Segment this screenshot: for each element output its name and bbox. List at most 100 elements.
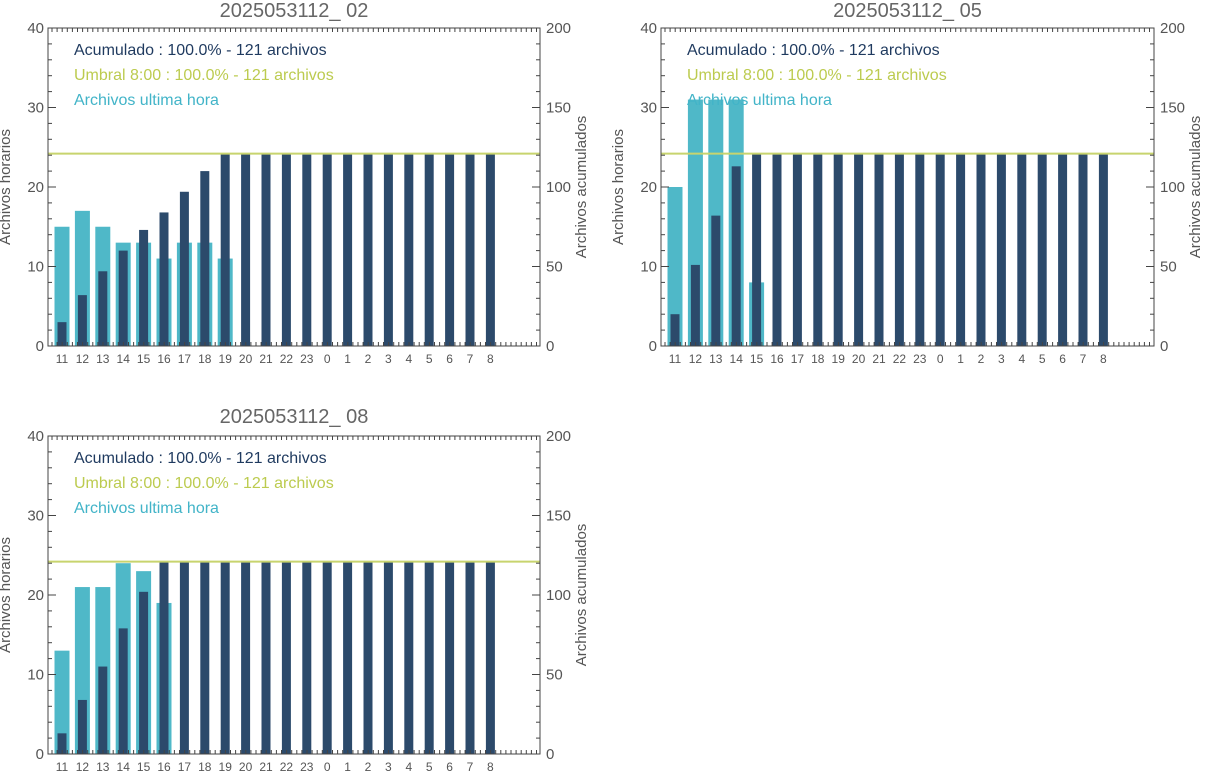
y-right-tick-label: 100 — [546, 587, 571, 604]
cumulative-bar — [281, 561, 291, 754]
x-tick-label: 7 — [467, 760, 474, 771]
cumulative-bar — [57, 322, 67, 346]
x-tick-label: 16 — [157, 352, 171, 366]
panel-title: 2025053112_ 02 — [220, 0, 369, 22]
cumulative-bar — [956, 153, 966, 346]
cumulative-bar — [445, 153, 455, 346]
legend-entry: Umbral 8:00 : 100.0% - 121 archivos — [74, 475, 334, 492]
legend-entry: Acumulado : 100.0% - 121 archivos — [74, 450, 327, 467]
y-right-tick-label: 200 — [546, 428, 571, 445]
x-tick-label: 21 — [259, 352, 273, 366]
x-tick-label: 6 — [446, 352, 453, 366]
x-tick-label: 22 — [280, 352, 294, 366]
x-tick-label: 4 — [405, 352, 412, 366]
y-left-tick-label: 40 — [27, 20, 44, 37]
legend-entry: Umbral 8:00 : 100.0% - 121 archivos — [687, 67, 947, 84]
x-tick-label: 5 — [426, 760, 433, 771]
x-tick-label: 22 — [280, 760, 294, 771]
cumulative-bar — [976, 153, 986, 346]
x-tick-label: 1 — [344, 352, 351, 366]
cumulative-bar — [1058, 153, 1068, 346]
x-tick-label: 3 — [385, 760, 392, 771]
cumulative-bar — [261, 561, 271, 754]
y-right-tick-label: 50 — [546, 259, 563, 276]
x-tick-label: 16 — [770, 352, 784, 366]
x-tick-label: 7 — [467, 352, 474, 366]
cumulative-bar — [996, 153, 1006, 346]
hourly-bar — [667, 187, 683, 346]
cumulative-bar — [690, 264, 700, 346]
panel-title: 2025053112_ 05 — [833, 0, 982, 22]
cumulative-bar — [200, 561, 210, 754]
legend-entry: Acumulado : 100.0% - 121 archivos — [687, 42, 940, 59]
x-tick-label: 11 — [669, 352, 682, 366]
cumulative-bar — [363, 561, 373, 754]
cumulative-bar — [139, 591, 149, 754]
x-tick-label: 0 — [937, 352, 944, 366]
hourly-bar — [54, 226, 70, 346]
x-tick-label: 15 — [137, 352, 151, 366]
cumulative-bar — [731, 166, 741, 346]
cumulative-bar — [792, 153, 802, 346]
x-tick-label: 18 — [811, 352, 825, 366]
cumulative-bar — [220, 153, 230, 346]
x-tick-label: 6 — [1059, 352, 1066, 366]
cumulative-bar — [485, 561, 495, 754]
x-tick-label: 17 — [178, 760, 192, 771]
x-tick-label: 15 — [137, 760, 151, 771]
cumulative-bar — [98, 271, 108, 346]
panel-title: 2025053112_ 08 — [220, 406, 369, 428]
x-tick-label: 6 — [446, 760, 453, 771]
x-tick-label: 13 — [96, 760, 110, 771]
x-tick-label: 23 — [913, 352, 927, 366]
x-tick-label: 2 — [365, 352, 372, 366]
x-tick-label: 7 — [1080, 352, 1087, 366]
cumulative-bar — [935, 153, 945, 346]
y-left-tick-label: 20 — [27, 587, 44, 604]
cumulative-bar — [874, 153, 884, 346]
cumulative-bar — [404, 153, 414, 346]
x-tick-label: 3 — [998, 352, 1005, 366]
cumulative-bar — [261, 153, 271, 346]
y-right-tick-label: 50 — [1160, 259, 1177, 276]
y-right-tick-label: 150 — [546, 508, 571, 525]
y-left-tick-label: 30 — [27, 508, 44, 525]
cumulative-bar — [383, 561, 393, 754]
cumulative-bar — [813, 153, 823, 346]
legend-entry: Archivos ultima hora — [687, 92, 832, 109]
x-tick-label: 15 — [750, 352, 764, 366]
x-tick-label: 21 — [259, 760, 273, 771]
cumulative-bar — [915, 153, 925, 346]
x-tick-label: 17 — [791, 352, 805, 366]
x-tick-label: 8 — [487, 352, 494, 366]
y-right-tick-label: 100 — [546, 179, 571, 196]
y-right-tick-label: 200 — [1160, 20, 1185, 37]
x-tick-label: 19 — [832, 352, 846, 366]
x-tick-label: 14 — [117, 352, 131, 366]
cumulative-bar — [159, 212, 169, 346]
x-tick-label: 16 — [157, 760, 171, 771]
cumulative-bar — [833, 153, 843, 346]
cumulative-bar — [241, 153, 251, 346]
y-left-tick-label: 40 — [640, 20, 657, 37]
cumulative-bar — [485, 153, 495, 346]
y-right-axis-title: Archivos acumulados — [573, 116, 590, 259]
cumulative-bar — [322, 153, 332, 346]
x-tick-label: 19 — [219, 760, 233, 771]
y-right-axis-title: Archivos acumulados — [573, 524, 590, 667]
cumulative-bar — [77, 699, 87, 754]
x-tick-label: 20 — [239, 352, 253, 366]
x-tick-label: 5 — [426, 352, 433, 366]
x-tick-label: 21 — [872, 352, 886, 366]
y-right-tick-label: 150 — [1160, 100, 1185, 117]
cumulative-bar — [894, 153, 904, 346]
x-tick-label: 23 — [300, 352, 314, 366]
x-tick-label: 4 — [405, 760, 412, 771]
x-tick-label: 17 — [178, 352, 192, 366]
y-left-tick-label: 10 — [640, 259, 657, 276]
x-tick-label: 2 — [365, 760, 372, 771]
cumulative-bar — [711, 215, 721, 346]
